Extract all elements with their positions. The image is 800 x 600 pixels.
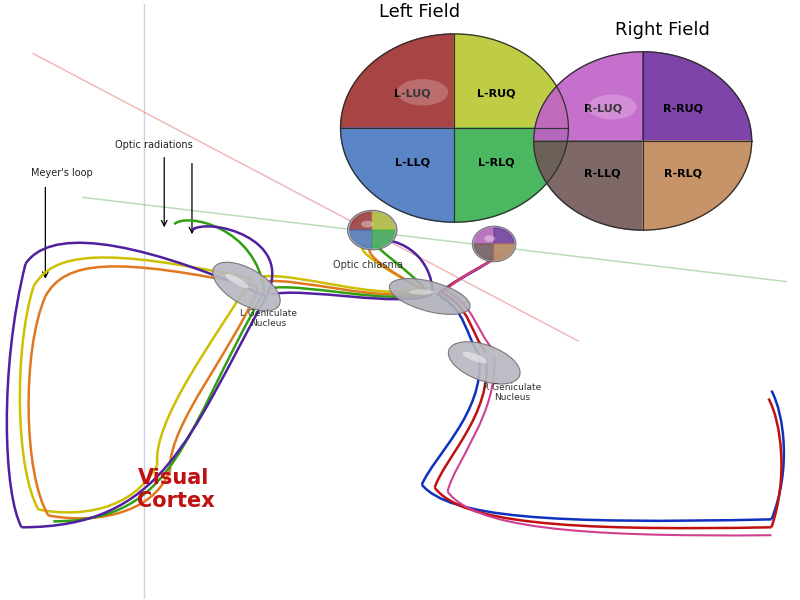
Polygon shape (372, 230, 394, 248)
Polygon shape (534, 52, 642, 141)
Ellipse shape (462, 352, 487, 363)
Polygon shape (350, 212, 372, 230)
Polygon shape (341, 128, 454, 222)
Text: L-LUQ: L-LUQ (394, 88, 431, 98)
Polygon shape (350, 230, 372, 248)
Polygon shape (474, 228, 494, 244)
Ellipse shape (347, 210, 397, 250)
Ellipse shape (397, 79, 448, 106)
Text: R Geniculate
Nucleus: R Geniculate Nucleus (483, 383, 541, 402)
Ellipse shape (390, 278, 470, 314)
Text: L Geniculate
Nucleus: L Geniculate Nucleus (240, 308, 297, 328)
Text: Optic radiations: Optic radiations (114, 140, 193, 150)
Text: L-RLQ: L-RLQ (478, 158, 514, 167)
Text: Left Field: Left Field (379, 3, 460, 21)
Polygon shape (454, 128, 569, 222)
Text: Visual
Cortex: Visual Cortex (138, 468, 215, 511)
Polygon shape (372, 212, 394, 230)
Ellipse shape (588, 95, 637, 119)
Polygon shape (341, 34, 454, 128)
Text: Right Field: Right Field (615, 21, 710, 39)
Text: L-LLQ: L-LLQ (395, 158, 430, 167)
Text: Optic chiasma: Optic chiasma (334, 260, 403, 270)
Polygon shape (642, 52, 752, 141)
Polygon shape (494, 228, 514, 244)
Text: R-RLQ: R-RLQ (664, 169, 702, 179)
Ellipse shape (409, 289, 434, 295)
Text: R-LLQ: R-LLQ (584, 169, 621, 179)
Text: R-LUQ: R-LUQ (583, 103, 622, 113)
Ellipse shape (226, 274, 249, 289)
Ellipse shape (361, 221, 374, 227)
Polygon shape (534, 141, 642, 230)
Ellipse shape (472, 226, 516, 262)
Ellipse shape (213, 262, 280, 311)
Ellipse shape (448, 342, 520, 384)
Polygon shape (474, 244, 494, 260)
Polygon shape (642, 141, 752, 230)
Polygon shape (494, 244, 514, 260)
Ellipse shape (484, 235, 495, 242)
Text: R-RUQ: R-RUQ (662, 103, 702, 113)
Text: L-RUQ: L-RUQ (477, 88, 516, 98)
Text: Meyer's loop: Meyer's loop (31, 167, 94, 178)
Polygon shape (454, 34, 569, 128)
